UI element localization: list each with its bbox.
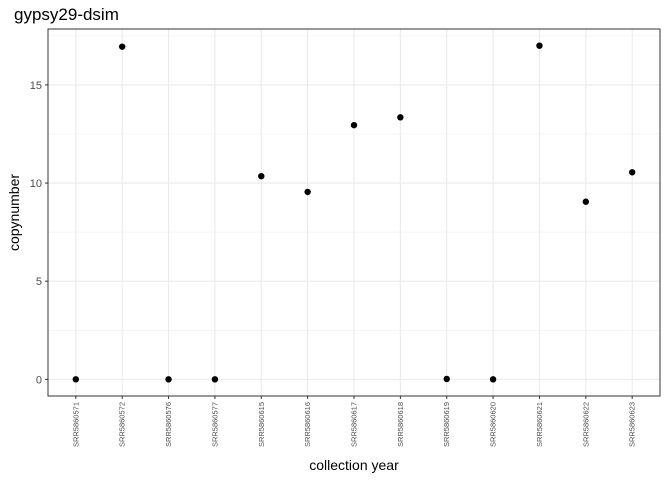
data-point (350, 121, 358, 129)
x-tick-label: SRR5860616 (303, 402, 312, 447)
grid-lines (48, 29, 660, 396)
y-tick-label: 10 (30, 178, 42, 190)
y-tick-label: 0 (36, 374, 42, 386)
data-points (72, 42, 636, 383)
data-point (165, 376, 172, 383)
data-point (118, 43, 126, 50)
data-point (304, 188, 311, 196)
x-tick-label: SRR5860619 (442, 402, 451, 447)
x-tick-label: SRR5860622 (581, 402, 590, 447)
data-point (582, 198, 590, 205)
x-axis-ticks: SRR5860571 SRR5860572 SRR5860576 SRR5860577… (71, 396, 637, 447)
data-point (443, 375, 450, 383)
x-tick-label: SRR5860617 (350, 402, 359, 447)
x-axis-label: collection year (309, 457, 399, 473)
y-axis-ticks: 0 5 10 15 (30, 80, 48, 386)
y-tick-label: 5 (36, 276, 42, 288)
data-point (72, 376, 80, 383)
data-point (397, 114, 404, 121)
chart-title: gypsy29-dsim (14, 5, 119, 24)
x-tick-label: SRR5860577 (210, 402, 219, 447)
x-tick-label: SRR5860615 (257, 402, 266, 447)
data-point (489, 376, 497, 383)
x-tick-label: SRR5860571 (71, 402, 80, 447)
data-point (628, 169, 636, 176)
data-point (536, 42, 543, 49)
x-tick-label: SRR5860572 (118, 402, 127, 447)
data-point (211, 376, 219, 383)
x-tick-label: SRR5860620 (489, 402, 498, 447)
x-tick-label: SRR5860576 (164, 402, 173, 447)
y-tick-label: 15 (30, 80, 42, 92)
x-tick-label: SRR5860618 (396, 402, 405, 447)
y-axis-label: copynumber (6, 174, 22, 251)
data-point (258, 172, 265, 180)
x-tick-label: SRR5860621 (535, 402, 544, 447)
x-tick-label: SRR5860623 (628, 402, 637, 447)
